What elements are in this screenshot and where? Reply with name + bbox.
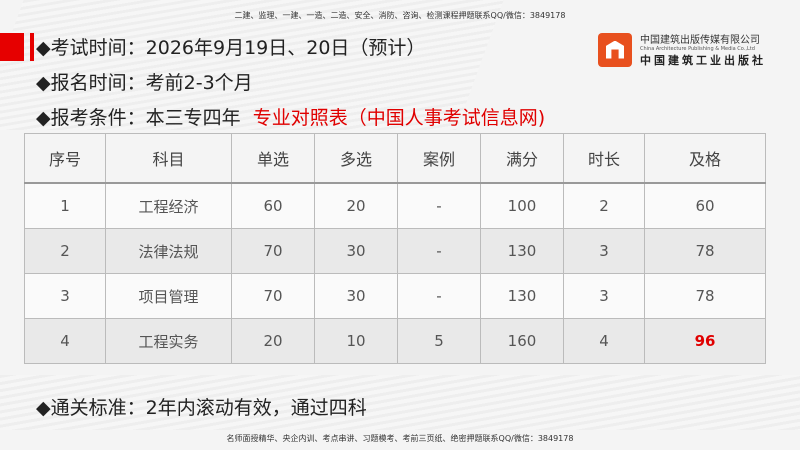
eligibility-line: ◆报考条件：本三专四年 专业对照表（中国人事考试信息网) <box>36 103 545 130</box>
cell-duration: 3 <box>563 273 645 319</box>
publisher-logo: 中国建筑出版传媒有限公司 China Architecture Publishi… <box>598 31 766 68</box>
header-duration: 时长 <box>563 133 645 184</box>
line-value: 考前2-3个月 <box>145 72 253 94</box>
cell-case: - <box>397 182 481 229</box>
table-header-row: 序号 科目 单选 多选 案例 满分 时长 及格 <box>24 133 766 184</box>
cell-duration: 4 <box>563 318 645 364</box>
line-value: 本三专四年 <box>145 107 241 129</box>
major-reference-link[interactable]: 专业对照表（中国人事考试信息网) <box>252 107 546 129</box>
line-label: 报名时间： <box>50 72 146 94</box>
cell-duration: 3 <box>563 228 645 274</box>
cell-index: 3 <box>24 273 106 319</box>
cell-multi: 10 <box>314 318 398 364</box>
cell-single: 70 <box>231 228 315 274</box>
cell-single: 60 <box>231 182 315 229</box>
top-note: 二建、监理、一建、一造、二造、安全、消防、咨询、检测课程押题联系QQ/微信：38… <box>234 11 566 20</box>
cell-single: 20 <box>231 318 315 364</box>
table-row: 4 工程实务 20 10 5 160 4 96 <box>24 318 766 364</box>
table-row: 1 工程经济 60 20-100 2 60 <box>24 182 766 229</box>
cell-multi: 30 <box>314 273 398 319</box>
cell-pass: 78 <box>644 228 766 274</box>
cell-pass-highlight: 96 <box>644 318 766 364</box>
header-single-choice: 单选 <box>231 133 315 184</box>
diamond-bullet-icon: ◆ <box>36 397 51 419</box>
cell-multi: 20 <box>314 182 398 229</box>
cell-case: 5 <box>397 318 481 364</box>
bottom-note: 名师面授精华、央企内训、考点串讲、习题模考、考前三页纸、绝密押题联系QQ/微信：… <box>226 434 574 443</box>
cell-duration: 2 <box>563 182 645 229</box>
pass-standard-line: ◆通关标准：2年内滚动有效，通过四科 <box>36 393 367 420</box>
line-value: 2026年9月19日、20日（预计） <box>145 37 426 59</box>
header-case: 案例 <box>397 133 481 184</box>
cell-subject: 工程实务 <box>105 318 232 364</box>
header-subject: 科目 <box>105 133 232 184</box>
cell-case: - <box>397 228 481 274</box>
cell-full: 130 <box>480 228 564 274</box>
line-label: 考试时间： <box>50 37 146 59</box>
header-index: 序号 <box>24 133 106 184</box>
table-row: 3 项目管理 70 30-130 3 78 <box>24 273 766 319</box>
red-block-decoration <box>0 33 24 61</box>
cell-index: 1 <box>24 182 106 229</box>
publisher-logo-icon <box>598 32 632 67</box>
red-bar-decoration <box>30 33 34 61</box>
cell-index: 2 <box>24 228 106 274</box>
cell-pass: 60 <box>644 182 766 229</box>
cell-pass: 78 <box>644 273 766 319</box>
cell-full: 160 <box>480 318 564 364</box>
header-full-score: 满分 <box>480 133 564 184</box>
diamond-bullet-icon: ◆ <box>36 107 51 129</box>
cell-full: 100 <box>480 182 564 229</box>
table-row: 2 法律法规 70 30-130 3 78 <box>24 228 766 274</box>
background-stripes <box>0 375 800 430</box>
header-multi-choice: 多选 <box>314 133 398 184</box>
cell-case: - <box>397 273 481 319</box>
logo-calligraphy: 中国建筑工业出版社 <box>640 54 766 67</box>
line-value: 2年内滚动有效，通过四科 <box>145 397 367 419</box>
header-pass-score: 及格 <box>644 133 766 184</box>
cell-multi: 30 <box>314 228 398 274</box>
cell-single: 70 <box>231 273 315 319</box>
cell-subject: 法律法规 <box>105 228 232 274</box>
diamond-bullet-icon: ◆ <box>36 72 51 94</box>
cell-full: 130 <box>480 273 564 319</box>
cell-subject: 工程经济 <box>105 182 232 229</box>
cell-subject: 项目管理 <box>105 273 232 319</box>
line-label: 通关标准： <box>50 397 146 419</box>
exam-subjects-table: 序号 科目 单选 多选 案例 满分 时长 及格 1 工程经济 60 20-100 2 60… <box>24 133 766 364</box>
logo-en-name: China Architecture Publishing & Media Co… <box>640 46 755 52</box>
exam-time-line: ◆考试时间：2026年9月19日、20日（预计） <box>36 33 425 60</box>
logo-cn-name: 中国建筑出版传媒有限公司 <box>640 35 760 46</box>
registration-time-line: ◆报名时间：考前2-3个月 <box>36 68 253 95</box>
line-label: 报考条件： <box>50 107 146 129</box>
diamond-bullet-icon: ◆ <box>36 37 51 59</box>
cell-index: 4 <box>24 318 106 364</box>
